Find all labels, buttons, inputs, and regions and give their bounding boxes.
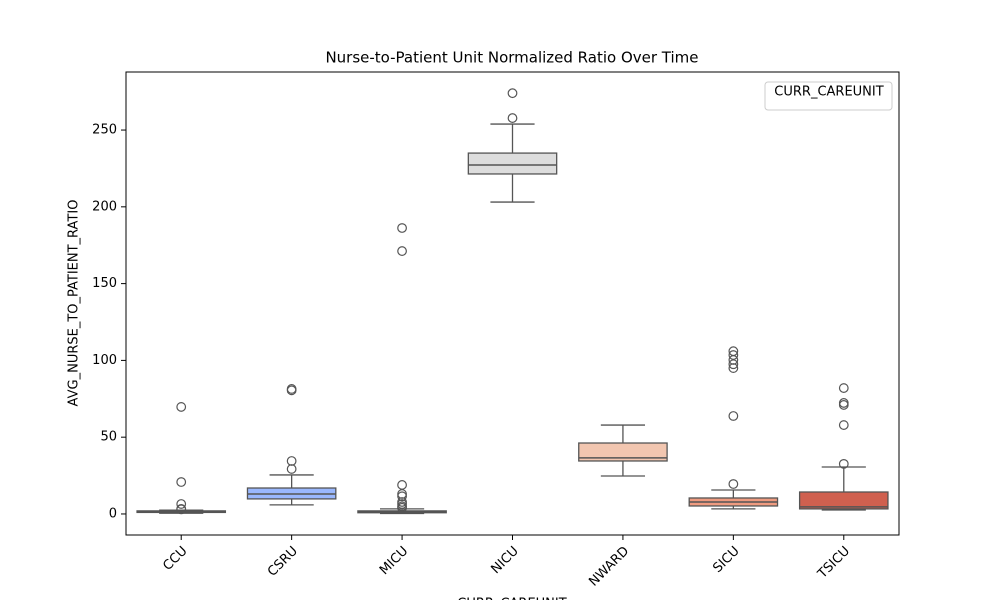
y-tick-label: 0 — [109, 506, 117, 521]
outlier — [397, 502, 407, 513]
outlier — [397, 491, 407, 502]
outlier — [728, 363, 739, 373]
x-tick-label: SICU — [710, 544, 742, 576]
y-tick-label: 100 — [92, 353, 117, 368]
y-tick-label: 150 — [92, 276, 117, 291]
outlier — [728, 411, 739, 421]
box — [578, 442, 668, 462]
outlier — [507, 113, 518, 123]
box — [798, 491, 889, 510]
plot-frame — [125, 71, 900, 536]
outlier — [728, 350, 739, 360]
outlier — [286, 385, 297, 396]
outlier — [176, 402, 187, 412]
y-axis-label: AVG_NURSE_TO_PATIENT_RATIO — [67, 200, 82, 407]
outlier — [176, 477, 187, 487]
outlier — [838, 420, 849, 430]
x-tick-label: MICU — [377, 544, 411, 578]
outlier — [176, 499, 187, 509]
x-tick-label: NWARD — [586, 544, 632, 590]
x-tick-label: NICU — [488, 544, 521, 577]
y-tick-label: 50 — [100, 430, 117, 445]
outlier — [397, 246, 407, 256]
outlier — [838, 398, 849, 408]
x-axis-label: CURR_CAREUNIT — [457, 597, 566, 600]
outlier — [838, 383, 849, 393]
box — [467, 152, 558, 175]
outlier — [176, 504, 187, 515]
outlier — [728, 479, 739, 489]
x-tick-label: TSICU — [814, 544, 853, 583]
outlier — [728, 359, 739, 370]
outlier — [286, 456, 297, 466]
x-tick-label: CCU — [160, 544, 190, 574]
y-tick-label: 200 — [92, 199, 117, 214]
outlier — [397, 223, 407, 233]
legend-title: CURR_CAREUNIT — [774, 85, 883, 100]
chart-title: Nurse-to-Patient Unit Normalized Ratio O… — [325, 49, 698, 67]
x-tick-label: CSRU — [265, 544, 301, 580]
y-tick-label: 250 — [92, 123, 117, 138]
legend-box — [764, 81, 893, 111]
outlier — [286, 464, 297, 474]
outlier — [838, 400, 849, 410]
outlier — [507, 88, 518, 99]
outlier — [397, 480, 407, 490]
outlier — [838, 458, 849, 469]
